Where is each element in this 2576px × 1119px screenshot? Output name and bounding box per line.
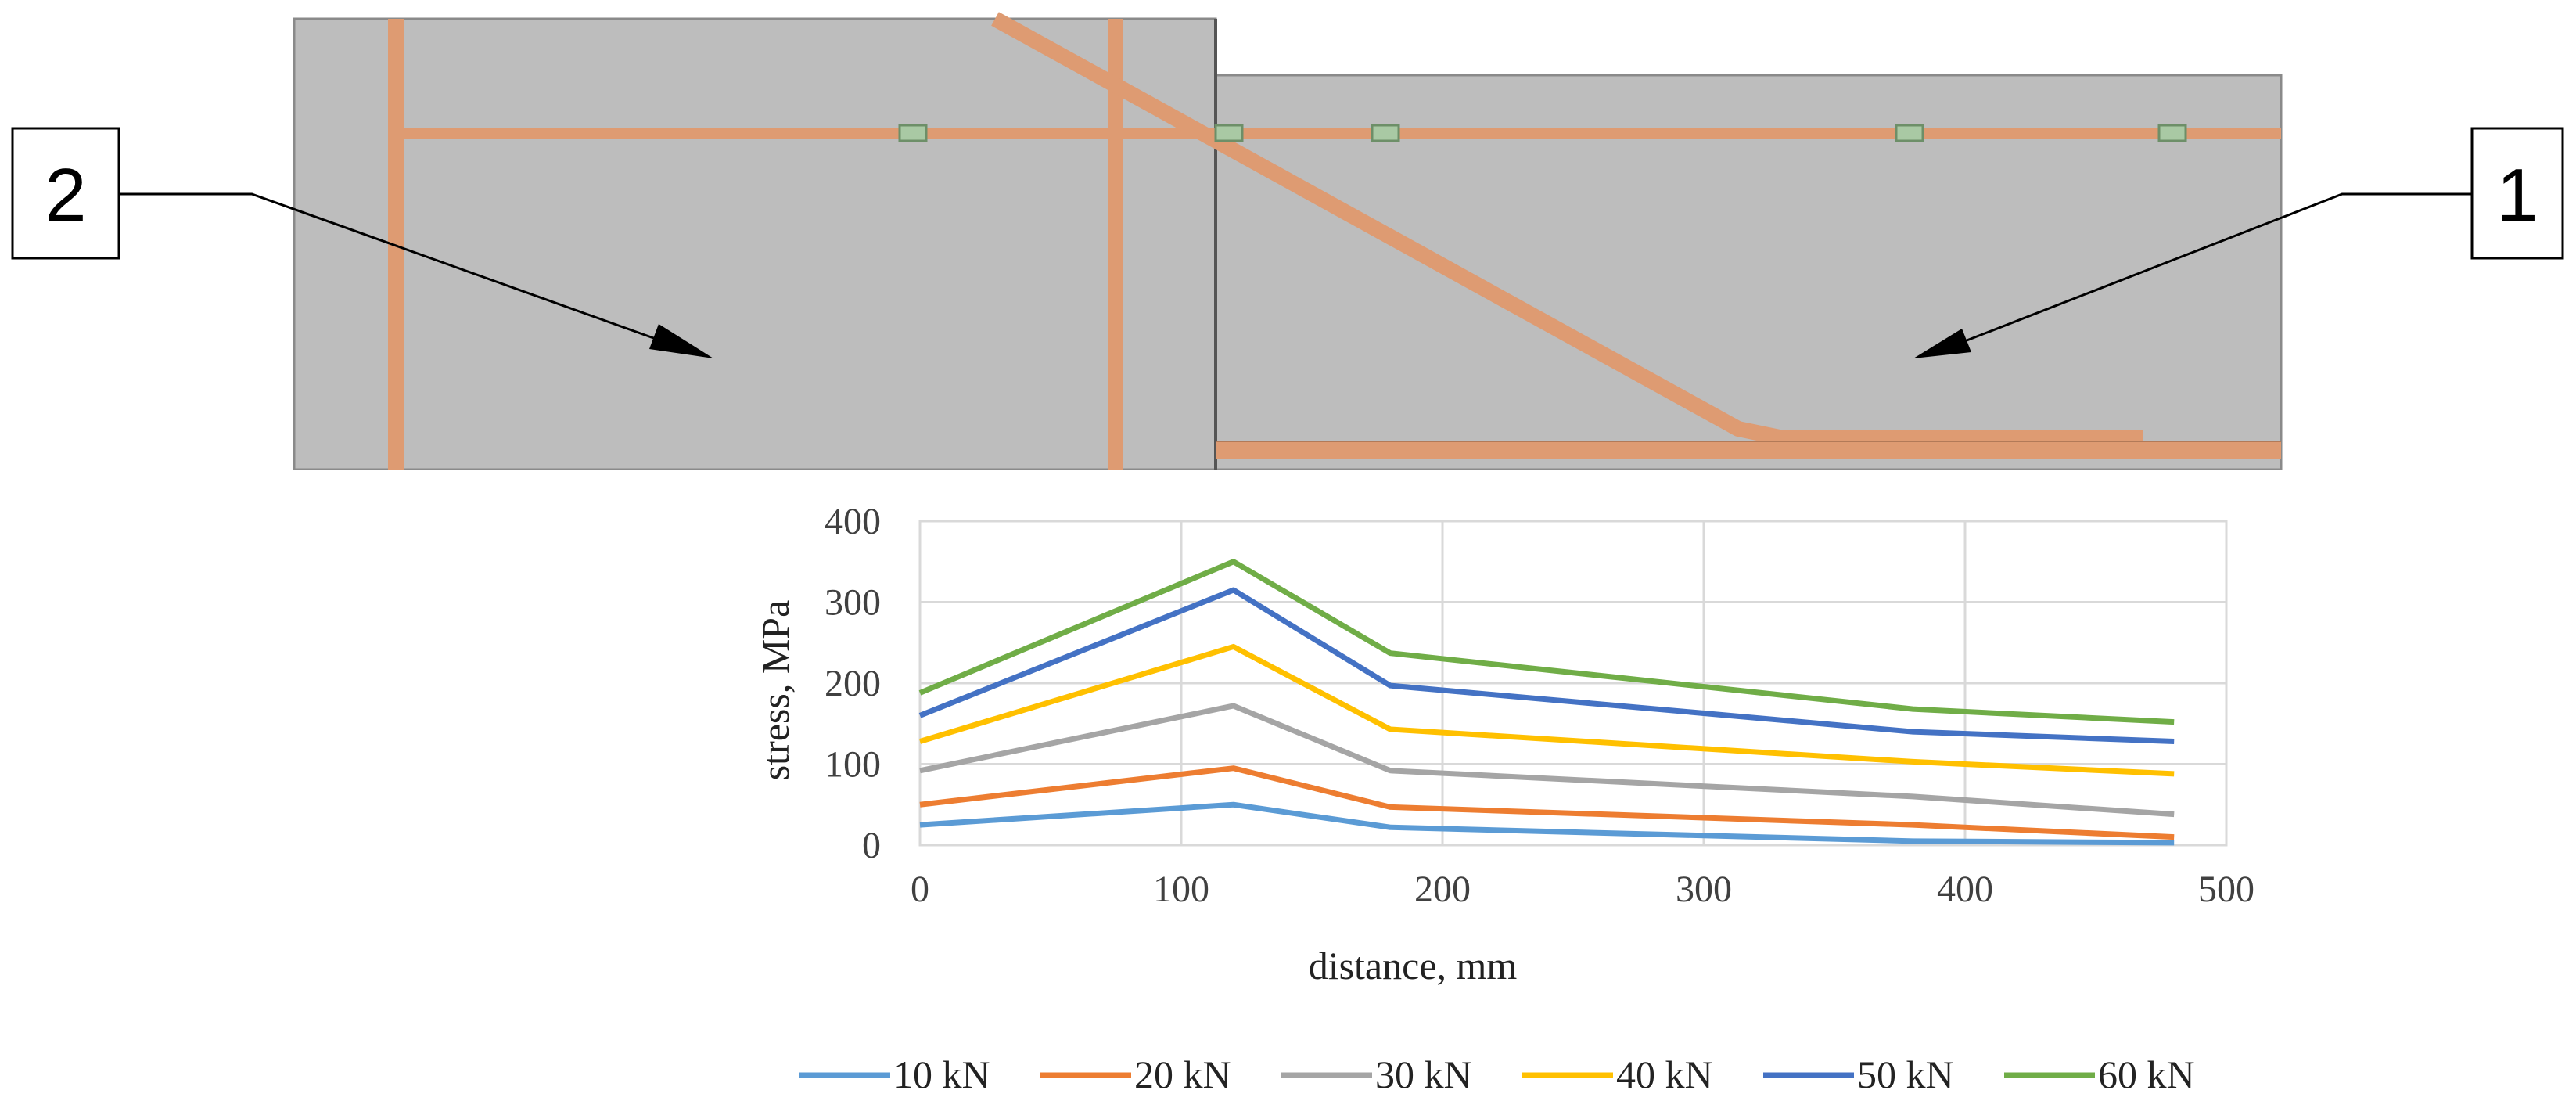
- series-line-60-kn: [918, 559, 2175, 725]
- x-axis-title: distance, mm: [1309, 944, 1518, 988]
- legend-label: 10 kN: [893, 1052, 990, 1096]
- legend-label: 60 kN: [2098, 1052, 2195, 1096]
- legend-label: 50 kN: [1857, 1052, 1954, 1096]
- arrow-head-1: [1913, 329, 1971, 358]
- strain-gauge: [1371, 124, 1400, 142]
- callout-leader-2: [119, 192, 689, 352]
- x-tick-label: 400: [1937, 869, 1993, 910]
- stress-chart: 0 100 200 300 400 0 100 200 300 400 500 distance, …: [753, 501, 2254, 1096]
- y-tick-label: 300: [825, 582, 881, 624]
- y-tick-label: 100: [825, 744, 881, 786]
- x-tick-label: 0: [911, 869, 929, 910]
- chart-legend: 10 kN 20 kN 30 kN 40 kN 50 kN 60 kN: [799, 1052, 2195, 1096]
- x-tick-label: 500: [2198, 869, 2254, 910]
- callout-leader-1: [1944, 192, 2472, 351]
- y-tick-label: 400: [825, 501, 881, 542]
- series-line-40-kn: [918, 643, 2175, 777]
- concrete-block-2: [293, 17, 1217, 470]
- series-line-10-kn: [919, 801, 2175, 846]
- x-tick-label: 300: [1676, 869, 1732, 910]
- legend-label: 20 kN: [1134, 1052, 1231, 1096]
- y-axis-title: stress, MPa: [753, 600, 797, 781]
- x-tick-label: 200: [1414, 869, 1471, 910]
- reinforcement-diagram: 2 1: [11, 12, 2564, 470]
- callout-label-1: 1: [2496, 153, 2538, 237]
- chart-ticks: 0 100 200 300 400 0 100 200 300 400 500: [825, 501, 2254, 910]
- series-line-50-kn: [918, 587, 2175, 745]
- horizontal-rebar-bottom: [1216, 441, 2281, 459]
- chart-series: [918, 559, 2175, 846]
- strain-gauge: [898, 124, 928, 142]
- strain-gauge: [1214, 124, 1244, 142]
- arrow-head-2: [649, 324, 713, 358]
- x-tick-label: 100: [1153, 869, 1209, 910]
- strain-gauge: [2157, 124, 2187, 142]
- y-tick-label: 0: [862, 825, 881, 866]
- diagonal-rebar: [991, 12, 2143, 446]
- series-line-20-kn: [919, 765, 2175, 840]
- strain-gauge: [1895, 124, 1924, 142]
- callout-label-2: 2: [45, 153, 86, 237]
- horizontal-rebar-top: [388, 128, 2281, 139]
- legend-label: 40 kN: [1616, 1052, 1713, 1096]
- series-line-30-kn: [919, 703, 2175, 818]
- chart-grid: [918, 520, 2228, 847]
- y-tick-label: 200: [825, 663, 881, 704]
- legend-label: 30 kN: [1375, 1052, 1472, 1096]
